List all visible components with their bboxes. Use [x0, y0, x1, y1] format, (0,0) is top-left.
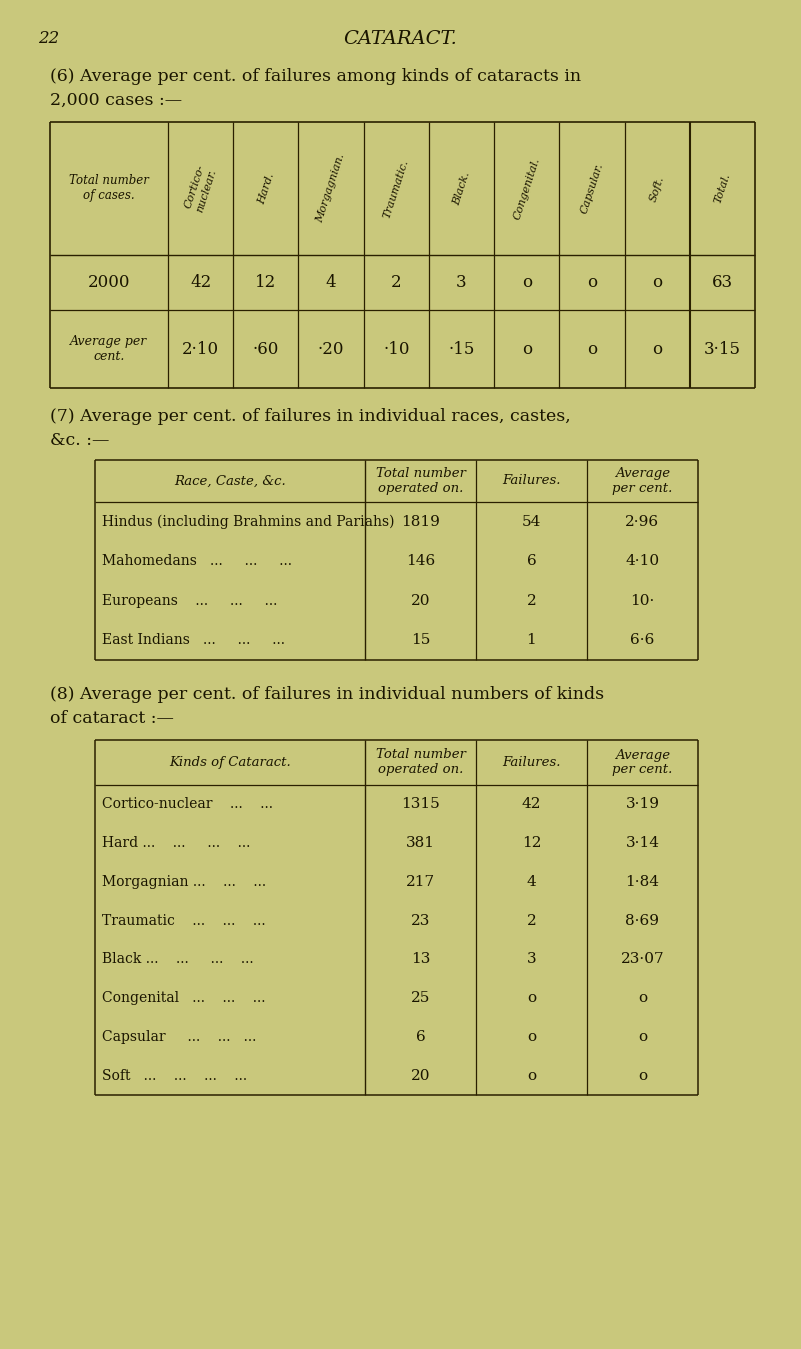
- Text: 4: 4: [526, 876, 537, 889]
- Text: Average
per cent.: Average per cent.: [612, 467, 673, 495]
- Text: 63: 63: [712, 274, 733, 291]
- Text: 1819: 1819: [401, 515, 440, 529]
- Text: 2: 2: [526, 913, 537, 928]
- Text: 10·: 10·: [630, 594, 654, 608]
- Text: 12: 12: [256, 274, 276, 291]
- Text: 42: 42: [521, 797, 541, 811]
- Text: (8) Average per cent. of failures in individual numbers of kinds: (8) Average per cent. of failures in ind…: [50, 687, 604, 703]
- Text: 381: 381: [406, 836, 435, 850]
- Text: ·10: ·10: [383, 340, 409, 357]
- Text: (6) Average per cent. of failures among kinds of cataracts in: (6) Average per cent. of failures among …: [50, 67, 581, 85]
- Text: Traumatic.: Traumatic.: [382, 158, 411, 220]
- Text: Morgagnian ...    ...    ...: Morgagnian ... ... ...: [102, 876, 266, 889]
- Text: Average
per cent.: Average per cent.: [612, 749, 673, 777]
- Text: Hard.: Hard.: [256, 171, 276, 205]
- Text: o: o: [638, 1068, 647, 1083]
- Text: Kinds of Cataract.: Kinds of Cataract.: [169, 755, 291, 769]
- Text: Capsular     ...    ...   ...: Capsular ... ... ...: [102, 1029, 256, 1044]
- Text: 20: 20: [411, 1068, 430, 1083]
- Text: 4·10: 4·10: [626, 554, 659, 568]
- Text: Black.: Black.: [452, 170, 472, 206]
- Text: 2: 2: [391, 274, 401, 291]
- Text: 15: 15: [411, 633, 430, 648]
- Text: 3·15: 3·15: [704, 340, 741, 357]
- Text: Cortico-nuclear    ...    ...: Cortico-nuclear ... ...: [102, 797, 273, 811]
- Text: 2,000 cases :—: 2,000 cases :—: [50, 92, 182, 109]
- Text: Capsular.: Capsular.: [579, 162, 605, 216]
- Text: Failures.: Failures.: [502, 755, 561, 769]
- Text: Soft   ...    ...    ...    ...: Soft ... ... ... ...: [102, 1068, 248, 1083]
- Text: 217: 217: [406, 876, 435, 889]
- Text: 2·10: 2·10: [182, 340, 219, 357]
- Text: &c. :—: &c. :—: [50, 432, 110, 449]
- Text: o: o: [527, 1029, 536, 1044]
- Text: Traumatic    ...    ...    ...: Traumatic ... ... ...: [102, 913, 266, 928]
- Text: East Indians   ...     ...     ...: East Indians ... ... ...: [102, 633, 285, 648]
- Text: 2·96: 2·96: [626, 515, 659, 529]
- Text: o: o: [652, 274, 662, 291]
- Text: 23·07: 23·07: [621, 952, 664, 966]
- Text: Total number
operated on.: Total number operated on.: [376, 749, 465, 777]
- Text: ·20: ·20: [318, 340, 344, 357]
- Text: 6: 6: [416, 1029, 425, 1044]
- Text: Total number
operated on.: Total number operated on.: [376, 467, 465, 495]
- Text: 25: 25: [411, 992, 430, 1005]
- Text: 3: 3: [457, 274, 467, 291]
- Text: Hard ...    ...     ...    ...: Hard ... ... ... ...: [102, 836, 251, 850]
- Text: 3·19: 3·19: [626, 797, 659, 811]
- Text: Total number
of cases.: Total number of cases.: [69, 174, 149, 202]
- Text: o: o: [521, 340, 532, 357]
- Text: 146: 146: [406, 554, 435, 568]
- Text: Congenital   ...    ...    ...: Congenital ... ... ...: [102, 992, 265, 1005]
- Text: o: o: [587, 340, 597, 357]
- Text: Average per
cent.: Average per cent.: [70, 335, 147, 363]
- Text: o: o: [638, 992, 647, 1005]
- Text: 6·6: 6·6: [630, 633, 654, 648]
- Text: 3: 3: [527, 952, 537, 966]
- Text: Soft.: Soft.: [648, 174, 666, 202]
- Text: o: o: [527, 992, 536, 1005]
- Text: Race, Caste, &c.: Race, Caste, &c.: [174, 475, 286, 487]
- Text: 3·14: 3·14: [626, 836, 659, 850]
- Text: Failures.: Failures.: [502, 475, 561, 487]
- Text: CATARACT.: CATARACT.: [343, 30, 457, 49]
- Text: 4: 4: [326, 274, 336, 291]
- Text: 6: 6: [526, 554, 537, 568]
- Text: o: o: [652, 340, 662, 357]
- Text: o: o: [638, 1029, 647, 1044]
- Text: Black ...    ...     ...    ...: Black ... ... ... ...: [102, 952, 254, 966]
- Text: 54: 54: [521, 515, 541, 529]
- Text: 42: 42: [190, 274, 211, 291]
- Text: Morgagnian.: Morgagnian.: [315, 152, 347, 224]
- Text: 13: 13: [411, 952, 430, 966]
- Text: o: o: [521, 274, 532, 291]
- Text: 1: 1: [526, 633, 537, 648]
- Text: 2000: 2000: [88, 274, 131, 291]
- Text: 1315: 1315: [401, 797, 440, 811]
- Text: Cortico-
nuclear.: Cortico- nuclear.: [183, 163, 218, 213]
- Text: 20: 20: [411, 594, 430, 608]
- Text: Hindus (including Brahmins and Pariahs): Hindus (including Brahmins and Pariahs): [102, 514, 395, 529]
- Text: Mahomedans   ...     ...     ...: Mahomedans ... ... ...: [102, 554, 292, 568]
- Text: Congenital.: Congenital.: [512, 156, 541, 221]
- Text: o: o: [587, 274, 597, 291]
- Text: 2: 2: [526, 594, 537, 608]
- Text: 22: 22: [38, 30, 59, 47]
- Text: (7) Average per cent. of failures in individual races, castes,: (7) Average per cent. of failures in ind…: [50, 407, 571, 425]
- Text: ·60: ·60: [252, 340, 279, 357]
- Text: o: o: [527, 1068, 536, 1083]
- Text: 23: 23: [411, 913, 430, 928]
- Text: 12: 12: [521, 836, 541, 850]
- Text: ·15: ·15: [449, 340, 475, 357]
- Text: 1·84: 1·84: [626, 876, 659, 889]
- Text: Total.: Total.: [713, 173, 732, 205]
- Text: 8·69: 8·69: [626, 913, 659, 928]
- Text: Europeans    ...     ...     ...: Europeans ... ... ...: [102, 594, 277, 608]
- Text: of cataract :—: of cataract :—: [50, 710, 174, 727]
